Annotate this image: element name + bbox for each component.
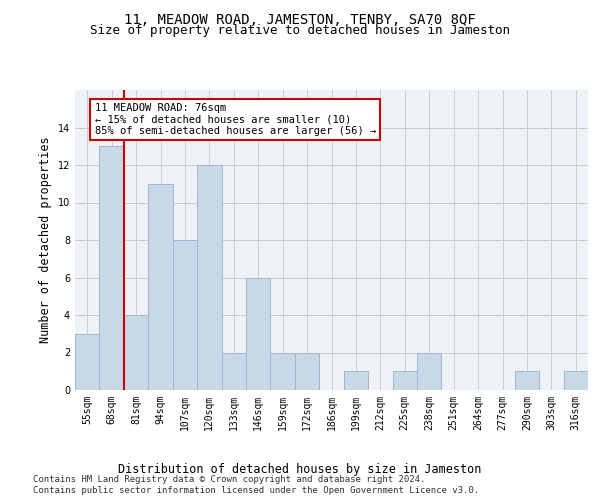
Bar bbox=[515, 371, 539, 390]
Bar bbox=[124, 315, 148, 390]
Text: 11, MEADOW ROAD, JAMESTON, TENBY, SA70 8QF: 11, MEADOW ROAD, JAMESTON, TENBY, SA70 8… bbox=[124, 12, 476, 26]
Bar bbox=[344, 371, 368, 390]
Bar bbox=[221, 352, 246, 390]
Bar bbox=[563, 371, 588, 390]
Bar bbox=[246, 278, 271, 390]
Bar bbox=[75, 334, 100, 390]
Y-axis label: Number of detached properties: Number of detached properties bbox=[39, 136, 52, 344]
Bar bbox=[271, 352, 295, 390]
Text: Size of property relative to detached houses in Jameston: Size of property relative to detached ho… bbox=[90, 24, 510, 37]
Text: Contains HM Land Registry data © Crown copyright and database right 2024.: Contains HM Land Registry data © Crown c… bbox=[33, 475, 425, 484]
Text: Contains public sector information licensed under the Open Government Licence v3: Contains public sector information licen… bbox=[33, 486, 479, 495]
Bar bbox=[295, 352, 319, 390]
Text: 11 MEADOW ROAD: 76sqm
← 15% of detached houses are smaller (10)
85% of semi-deta: 11 MEADOW ROAD: 76sqm ← 15% of detached … bbox=[95, 103, 376, 136]
Bar bbox=[148, 184, 173, 390]
Bar bbox=[100, 146, 124, 390]
Bar bbox=[392, 371, 417, 390]
Bar bbox=[197, 165, 221, 390]
Text: Distribution of detached houses by size in Jameston: Distribution of detached houses by size … bbox=[118, 462, 482, 475]
Bar bbox=[417, 352, 442, 390]
Bar bbox=[173, 240, 197, 390]
